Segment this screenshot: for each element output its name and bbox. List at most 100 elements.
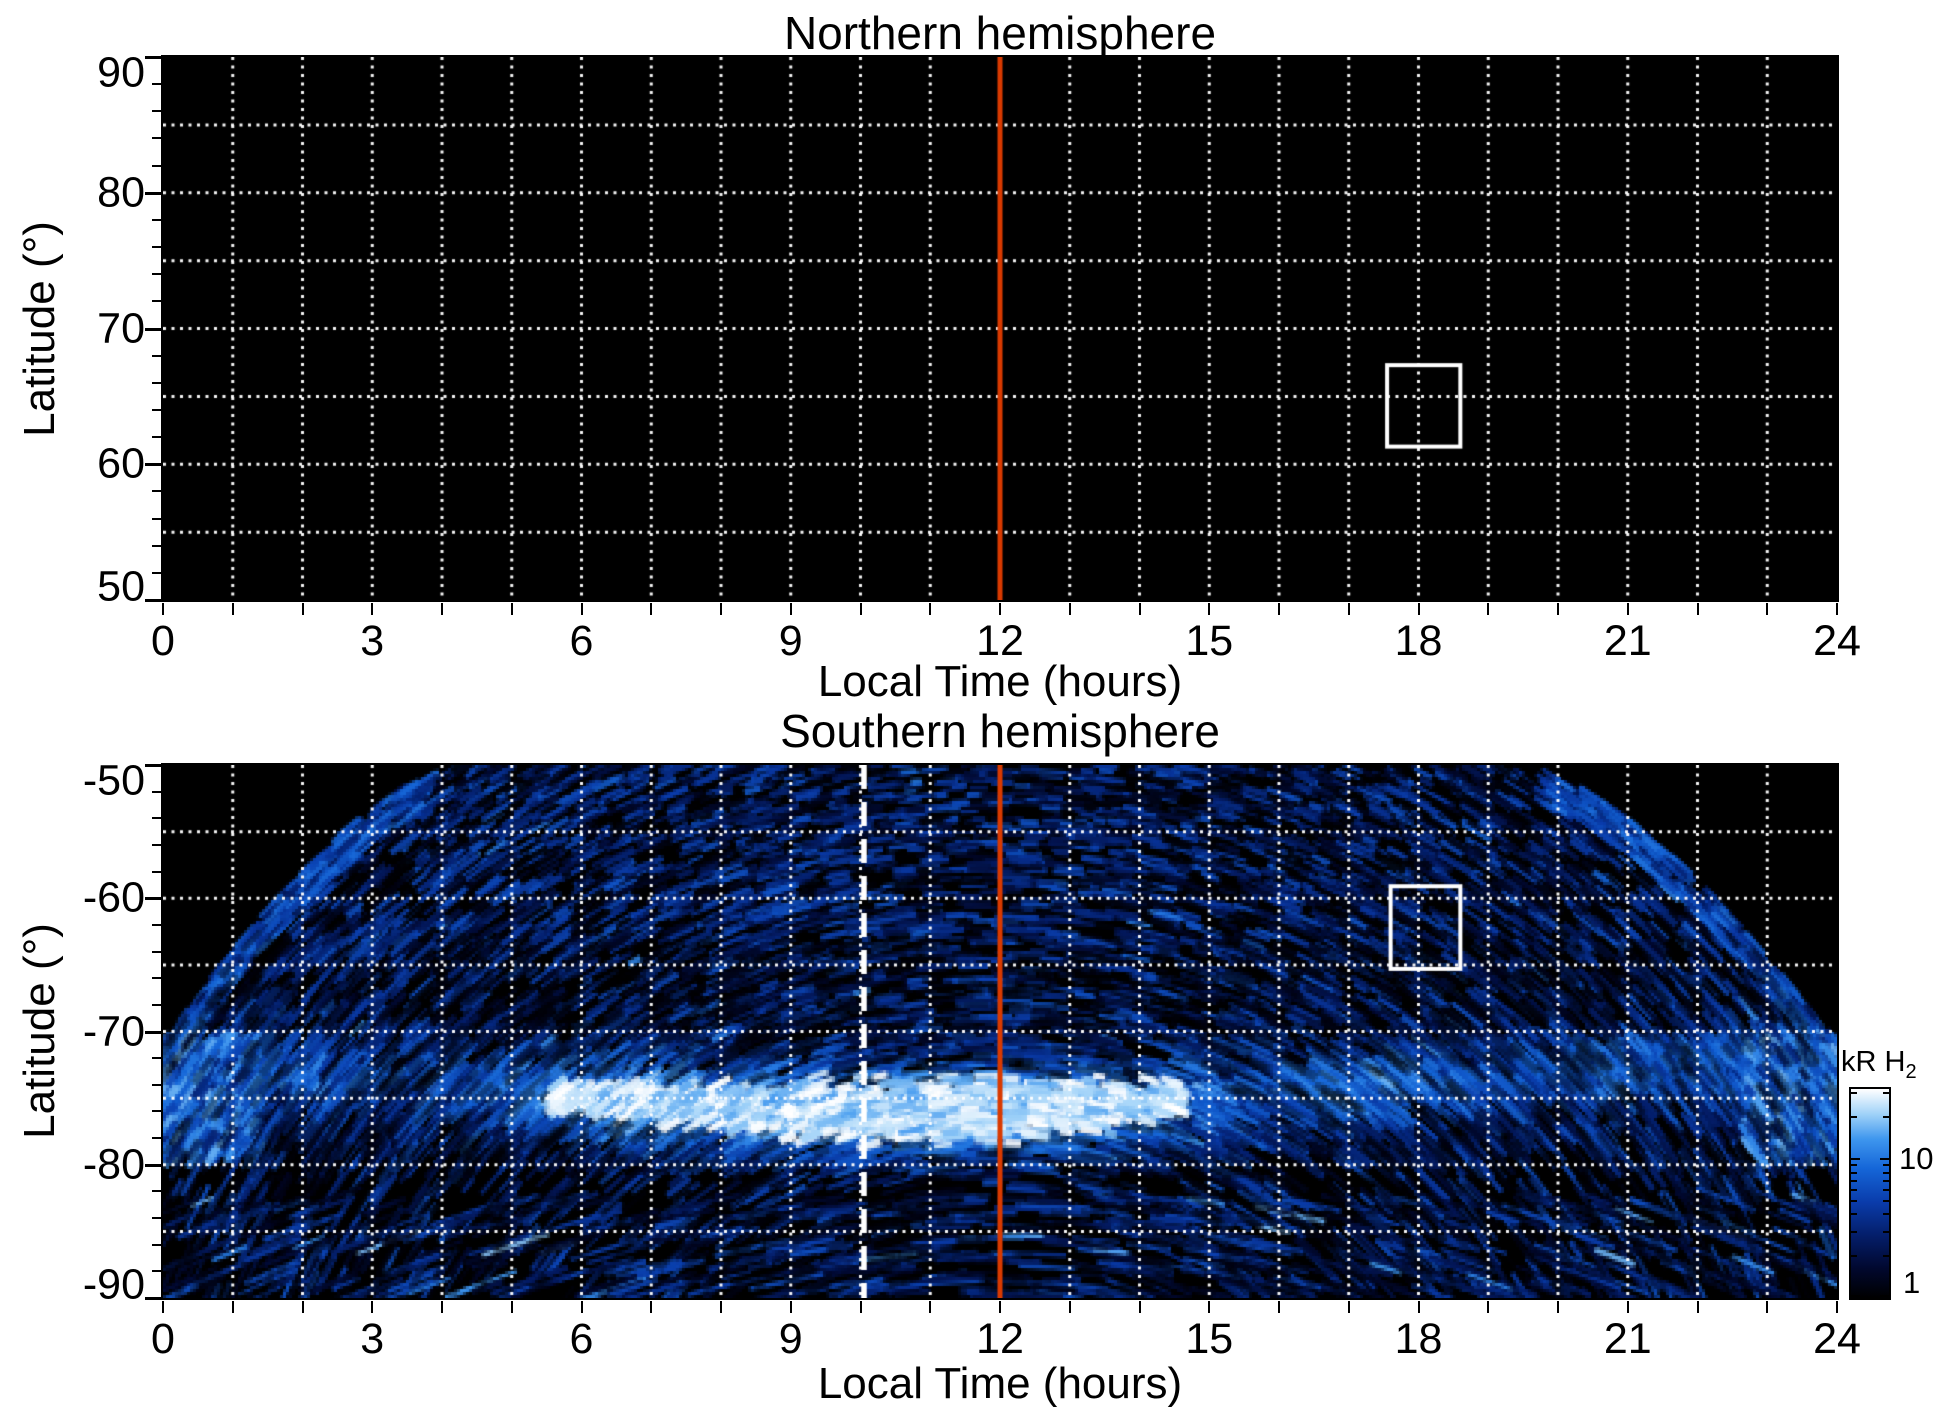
y-tick-label: 50 bbox=[97, 562, 145, 611]
x-tick-label: 21 bbox=[1603, 1315, 1652, 1363]
colorbar-tick-1: 1 bbox=[1903, 1265, 1921, 1300]
x-tick bbox=[1836, 1301, 1838, 1313]
y-minor-tick bbox=[152, 817, 161, 820]
x-tick bbox=[1208, 1301, 1211, 1313]
x-tick bbox=[510, 603, 513, 615]
x-tick bbox=[1278, 603, 1280, 615]
x-tick bbox=[789, 1301, 792, 1313]
y-tick-label: 90 bbox=[97, 48, 145, 97]
y-minor-tick bbox=[152, 870, 161, 873]
y-minor-tick bbox=[152, 1243, 161, 1246]
y-minor-tick bbox=[152, 164, 161, 167]
y-minor-tick bbox=[152, 571, 161, 574]
y-minor-tick bbox=[152, 381, 161, 384]
x-tick bbox=[1138, 603, 1141, 615]
x-tick bbox=[720, 1301, 722, 1313]
x-tick bbox=[1068, 1301, 1071, 1313]
colorbar-minor-tick bbox=[1883, 1255, 1889, 1258]
x-tick bbox=[859, 1301, 862, 1313]
colorbar-major-tick bbox=[1851, 1295, 1860, 1297]
x-tick bbox=[1626, 1301, 1629, 1313]
x-tick bbox=[301, 603, 304, 615]
x-tick bbox=[789, 603, 792, 615]
x-tick-label: 24 bbox=[1813, 1315, 1861, 1363]
x-tick bbox=[1278, 1301, 1280, 1313]
y-major-tick bbox=[145, 463, 161, 467]
colorbar-minor-tick bbox=[1851, 1171, 1857, 1174]
y-major-tick bbox=[145, 56, 161, 59]
y-major-tick bbox=[145, 1297, 161, 1300]
x-tick bbox=[301, 1301, 304, 1313]
colorbar-minor-tick bbox=[1851, 1179, 1857, 1182]
y-minor-tick bbox=[152, 246, 161, 249]
y-major-tick bbox=[145, 897, 161, 901]
x-tick bbox=[929, 603, 932, 615]
x-tick bbox=[1417, 603, 1420, 615]
y-major-tick bbox=[145, 599, 161, 602]
colorbar-major-tick bbox=[1880, 1295, 1889, 1297]
x-tick-label: 12 bbox=[976, 1315, 1024, 1363]
y-major-tick bbox=[145, 1163, 161, 1167]
x-tick bbox=[929, 1301, 932, 1313]
y-minor-tick bbox=[152, 1003, 161, 1006]
colorbar-minor-tick bbox=[1883, 1171, 1889, 1174]
x-tick bbox=[650, 1301, 653, 1313]
colorbar-minor-tick bbox=[1883, 1091, 1889, 1094]
x-tick-label: 9 bbox=[778, 617, 803, 665]
south-panel-title: Southern hemisphere bbox=[780, 705, 1220, 757]
x-tick bbox=[999, 1301, 1001, 1313]
x-tick-label: 15 bbox=[1185, 617, 1234, 665]
x-tick bbox=[859, 603, 862, 615]
y-major-tick bbox=[145, 327, 161, 331]
x-tick bbox=[580, 1301, 583, 1313]
colorbar-minor-tick bbox=[1883, 1199, 1889, 1202]
y-minor-tick bbox=[152, 83, 161, 86]
colorbar-minor-tick bbox=[1851, 1230, 1857, 1233]
y-minor-tick bbox=[152, 110, 161, 113]
colorbar-minor-tick bbox=[1851, 1213, 1857, 1216]
y-minor-tick bbox=[152, 950, 161, 953]
y-minor-tick bbox=[152, 1270, 161, 1273]
colorbar-minor-tick bbox=[1851, 1164, 1857, 1167]
y-minor-tick bbox=[152, 1190, 161, 1193]
y-tick-label: 70 bbox=[97, 304, 145, 352]
y-minor-tick bbox=[152, 137, 161, 140]
x-tick-label: 3 bbox=[360, 1315, 385, 1363]
y-minor-tick bbox=[152, 1110, 161, 1113]
colorbar-minor-tick bbox=[1883, 1213, 1889, 1216]
x-tick-label: 0 bbox=[151, 1315, 175, 1363]
colorbar-minor-tick bbox=[1851, 1199, 1857, 1202]
x-tick bbox=[1836, 603, 1838, 615]
x-tick-label: 9 bbox=[778, 1315, 803, 1363]
x-tick bbox=[650, 603, 653, 615]
x-tick-label: 3 bbox=[360, 617, 385, 665]
colorbar-minor-tick bbox=[1851, 1188, 1857, 1191]
x-tick bbox=[441, 1301, 443, 1313]
colorbar-tick-10: 10 bbox=[1899, 1141, 1934, 1176]
x-tick bbox=[162, 1301, 164, 1313]
y-minor-tick bbox=[152, 923, 161, 926]
y-minor-tick bbox=[152, 977, 161, 980]
x-tick bbox=[720, 603, 722, 615]
y-minor-tick bbox=[152, 1137, 161, 1140]
y-minor-tick bbox=[152, 300, 161, 303]
x-tick-label: 6 bbox=[569, 1315, 594, 1363]
y-minor-tick bbox=[152, 1057, 161, 1060]
colorbar bbox=[1849, 1087, 1891, 1300]
x-tick bbox=[1347, 1301, 1350, 1313]
x-tick bbox=[1068, 603, 1071, 615]
x-tick bbox=[1766, 603, 1769, 615]
y-minor-tick bbox=[152, 790, 161, 793]
north-hemisphere-heatmap bbox=[161, 55, 1839, 602]
y-minor-tick bbox=[152, 1083, 161, 1086]
x-tick-label: 6 bbox=[569, 617, 594, 665]
x-tick-label: 18 bbox=[1394, 1315, 1443, 1363]
x-tick bbox=[441, 603, 443, 615]
x-tick bbox=[1557, 603, 1559, 615]
x-tick bbox=[162, 603, 164, 615]
x-tick bbox=[1626, 603, 1629, 615]
x-tick bbox=[1208, 603, 1211, 615]
colorbar-minor-tick bbox=[1883, 1179, 1889, 1182]
colorbar-major-tick bbox=[1880, 1158, 1889, 1161]
